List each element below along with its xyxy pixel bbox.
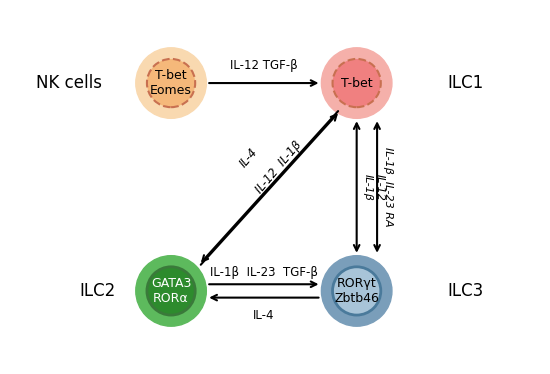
- Text: IL-12  IL-1β: IL-12 IL-1β: [253, 139, 304, 196]
- Text: IL-12
IL-1β: IL-12 IL-1β: [363, 174, 384, 200]
- Circle shape: [136, 256, 206, 326]
- Text: ILC1: ILC1: [448, 74, 484, 92]
- Text: IL-4: IL-4: [238, 146, 261, 170]
- Text: IL-12 TGF-β: IL-12 TGF-β: [230, 59, 298, 72]
- Text: NK cells: NK cells: [36, 74, 102, 92]
- Circle shape: [321, 256, 392, 326]
- Circle shape: [333, 267, 381, 315]
- Text: T-bet: T-bet: [341, 77, 372, 89]
- Circle shape: [147, 267, 195, 315]
- Text: ILC2: ILC2: [79, 282, 116, 300]
- Text: T-bet
Eomes: T-bet Eomes: [150, 69, 192, 97]
- Circle shape: [147, 59, 195, 107]
- Circle shape: [321, 48, 392, 118]
- Text: IL-4: IL-4: [253, 309, 274, 322]
- Text: IL-1β  IL-23 RA: IL-1β IL-23 RA: [383, 147, 393, 227]
- Text: GATA3
RORα: GATA3 RORα: [151, 277, 191, 305]
- Text: ILC3: ILC3: [448, 282, 484, 300]
- Circle shape: [136, 48, 206, 118]
- Text: RORγt
Zbtb46: RORγt Zbtb46: [334, 277, 379, 305]
- Circle shape: [333, 59, 381, 107]
- Text: IL-1β  IL-23  TGF-β: IL-1β IL-23 TGF-β: [210, 266, 318, 279]
